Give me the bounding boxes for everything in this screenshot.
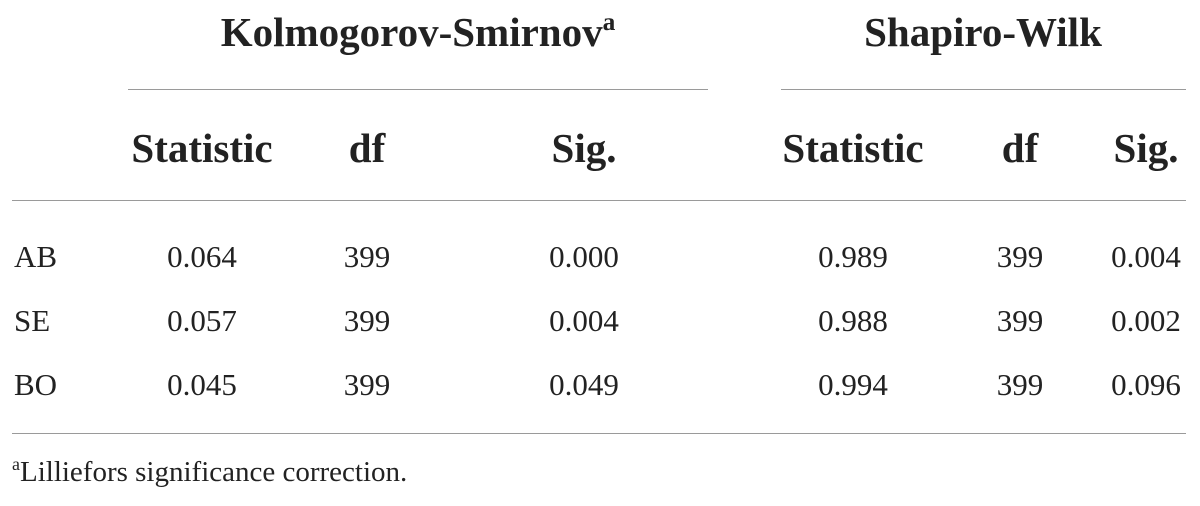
group-title-kolmogorov-smirnov: Kolmogorov-Smirnova: [220, 8, 616, 55]
footnote: aLilliefors significance correction.: [12, 455, 408, 488]
table-cell: 0.002: [1111, 303, 1181, 338]
footnote-marker: a: [12, 453, 20, 474]
group-rule-kolmogorov-smirnov: [128, 89, 708, 90]
table-cell: 0.989: [818, 239, 888, 274]
table-cell: 399: [343, 303, 391, 338]
table-cell: 0.096: [1111, 367, 1181, 402]
table-cell: 399: [996, 303, 1044, 338]
table-cell: 0.049: [549, 367, 619, 402]
column-header-ks-df: df: [348, 125, 386, 171]
footnote-text: Lilliefors significance correction.: [19, 456, 408, 488]
table-cell: 399: [996, 367, 1044, 402]
row-label: AB: [14, 239, 58, 274]
table-cell: 0.064: [167, 239, 237, 274]
group-rule-shapiro-wilk: [781, 89, 1186, 90]
group-title-shapiro-wilk: Shapiro-Wilk: [864, 9, 1102, 55]
table-cell: 399: [343, 367, 391, 402]
row-label: BO: [14, 367, 58, 402]
column-header-ks-sig: Sig.: [551, 125, 617, 171]
footnote-marker: a: [602, 8, 616, 37]
table-cell: 0.004: [1111, 239, 1181, 274]
column-header-sw-sig: Sig.: [1113, 125, 1179, 171]
table-cell: 399: [996, 239, 1044, 274]
table-cell: 0.004: [549, 303, 619, 338]
column-header-ks-statistic: Statistic: [131, 125, 273, 171]
table-cell: 0.994: [818, 367, 888, 402]
table-cell: 0.045: [167, 367, 237, 402]
column-header-sw-statistic: Statistic: [782, 125, 924, 171]
column-header-sw-df: df: [1001, 125, 1039, 171]
table-cell: 0.000: [549, 239, 619, 274]
table-cell: 0.988: [818, 303, 888, 338]
row-label: SE: [14, 303, 51, 338]
table-cell: 399: [343, 239, 391, 274]
header-rule: [12, 200, 1186, 201]
table-cell: 0.057: [167, 303, 237, 338]
table-bottom-rule: [12, 433, 1186, 434]
